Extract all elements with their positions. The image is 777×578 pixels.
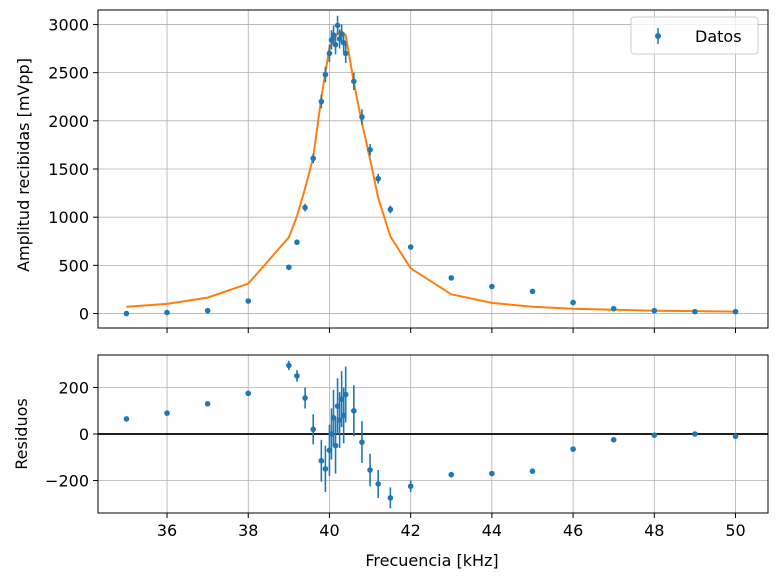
top-y-tick-label: 1000 (48, 208, 89, 227)
top-data-point (387, 206, 394, 213)
amplitude-plot-panel: 0 500 1000 1500 2000 2500 3000 Amplitud recibi… (14, 9, 769, 333)
top-data-point (529, 288, 536, 295)
top-data-point (294, 239, 300, 246)
bottom-axes: 36 38 40 42 44 46 48 50 −200 0 200 (45, 354, 769, 540)
residual-data-point (322, 466, 329, 472)
bottom-y-tick-label: −200 (45, 471, 89, 490)
top-data-point (204, 307, 211, 314)
top-axes: 0 500 1000 1500 2000 2500 3000 (48, 9, 769, 333)
residual-data-point (570, 446, 576, 452)
top-data-point (489, 283, 495, 290)
residual-data-point (610, 437, 617, 443)
top-y-tick-label: 500 (58, 256, 89, 275)
top-data-point (164, 309, 170, 316)
bottom-x-tick-label: 42 (400, 521, 420, 540)
top-y-tick-label: 3000 (48, 15, 89, 34)
top-data-point (407, 244, 414, 250)
residual-data-point (407, 483, 414, 490)
residual-data-point (164, 410, 170, 416)
legend-label-datos: Datos (695, 27, 742, 46)
top-data-point (359, 114, 365, 120)
top-data-point (367, 146, 373, 153)
legend-point-marker (655, 33, 661, 39)
bottom-y-tick-label: 0 (79, 425, 89, 444)
top-data-point (342, 50, 349, 57)
top-data-point (570, 299, 576, 306)
x-axis-label: Frecuencia [kHz] (365, 551, 498, 570)
top-data-point (448, 275, 455, 281)
bottom-x-tick-label: 38 (238, 521, 258, 540)
top-data-point (351, 78, 357, 85)
top-data-point (326, 50, 333, 57)
residual-data-point (286, 362, 292, 369)
residual-data-point (732, 433, 739, 440)
top-data-point (375, 175, 381, 182)
top-y-tick-label: 2000 (48, 112, 89, 131)
residual-points-layer (123, 360, 739, 509)
bottom-x-tick-label: 40 (319, 521, 339, 540)
bottom-x-tick-label: 36 (157, 521, 177, 540)
top-data-point (651, 307, 658, 314)
residual-data-point (332, 442, 339, 449)
top-data-point (334, 22, 341, 29)
top-y-tick-label: 2500 (48, 64, 89, 83)
top-data-point (286, 264, 292, 271)
residual-data-point (302, 395, 308, 401)
residual-data-point (318, 457, 325, 464)
top-data-point (692, 308, 698, 315)
data-points-layer (123, 15, 739, 317)
residuals-plot-panel: 36 38 40 42 44 46 48 50 −200 0 200 Residuos Frecue… (12, 354, 769, 570)
top-data-point (610, 305, 617, 312)
residual-data-point (245, 390, 252, 397)
residual-data-point (204, 400, 211, 407)
residual-data-point (351, 407, 357, 414)
top-data-point (318, 98, 325, 105)
residual-data-point (651, 432, 658, 438)
top-data-point (332, 41, 339, 48)
top-data-point (302, 204, 308, 211)
residual-data-point (489, 470, 495, 477)
top-data-point (322, 71, 329, 78)
residual-data-point (310, 426, 317, 433)
top-data-point (310, 155, 317, 162)
residual-data-point (375, 481, 381, 487)
top-y-tick-label: 0 (79, 305, 89, 324)
bottom-y-tick-label: 200 (58, 379, 89, 398)
residual-data-point (387, 495, 394, 501)
bottom-x-tick-label: 48 (644, 521, 664, 540)
residual-data-point (367, 467, 373, 473)
residual-data-point (123, 416, 130, 422)
residual-data-point (692, 431, 698, 437)
residual-data-point (448, 471, 455, 478)
bottom-x-tick-label: 50 (725, 521, 745, 540)
residual-data-point (342, 391, 349, 398)
residual-data-point (359, 439, 365, 445)
legend-box (630, 16, 759, 55)
top-y-axis-label: Amplitud recibidas [mVpp] (14, 58, 33, 272)
top-y-tick-label: 1500 (48, 160, 89, 179)
top-data-point (123, 310, 130, 317)
top-data-point (732, 308, 739, 315)
residual-data-point (294, 373, 300, 379)
bottom-y-axis-label: Residuos (12, 398, 31, 469)
top-data-point (245, 298, 252, 304)
legend: Datos (630, 16, 759, 55)
bottom-x-tick-label: 46 (563, 521, 583, 540)
residual-data-point (529, 468, 536, 474)
top-grid (98, 10, 768, 328)
bottom-x-tick-label: 44 (482, 521, 502, 540)
